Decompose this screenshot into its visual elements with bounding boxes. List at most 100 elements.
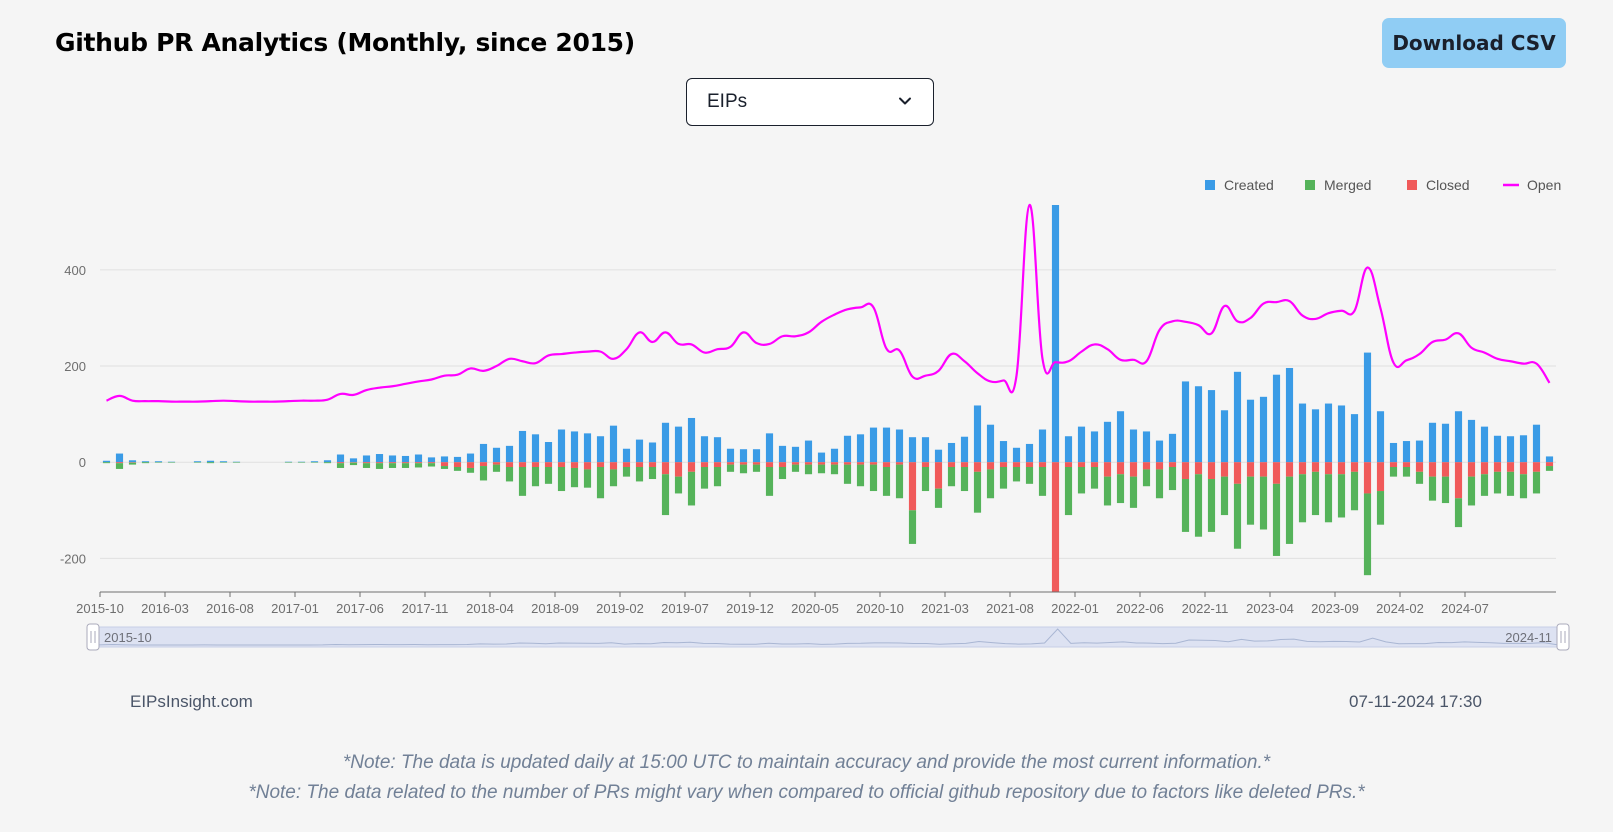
bar-closed: [999, 462, 1008, 468]
y-tick-label: -200: [60, 551, 86, 566]
bar-closed: [869, 462, 878, 465]
bar-merged: [1077, 467, 1086, 494]
bar-created: [635, 439, 644, 463]
bar-created: [1376, 411, 1385, 463]
bar-created: [1467, 419, 1476, 463]
bar-closed: [1077, 462, 1086, 468]
bar-merged: [466, 467, 475, 473]
bar-closed: [1532, 462, 1541, 472]
bar-created: [583, 433, 592, 463]
bar-merged: [102, 462, 111, 464]
bar-merged: [674, 476, 683, 494]
repo-select-value: EIPs: [707, 91, 748, 112]
bar-closed: [1350, 462, 1359, 472]
bar-closed: [1194, 462, 1203, 475]
pr-chart: 400 200 0 -200 2015-10 2016-03 2016-08 2017-01…: [60, 177, 1570, 651]
bar-merged: [570, 467, 579, 488]
bar-closed: [1090, 462, 1099, 468]
bar-closed: [908, 462, 917, 511]
bar-merged: [1090, 467, 1099, 489]
bar-created: [700, 436, 709, 463]
bar-merged: [635, 467, 644, 482]
bar-merged: [1116, 474, 1125, 504]
bar-closed: [1207, 462, 1216, 480]
slider-handle-body: [1556, 623, 1570, 651]
legend-item-created[interactable]: Created: [1205, 177, 1274, 193]
bar-merged: [791, 464, 800, 472]
bar-closed: [960, 462, 969, 468]
bar-closed: [362, 462, 371, 464]
legend-label: Merged: [1324, 177, 1371, 193]
bar-created: [1064, 436, 1073, 463]
bar-merged: [1532, 471, 1541, 494]
legend-label: Closed: [1426, 177, 1470, 193]
bar-closed: [830, 462, 839, 465]
bar-merged: [882, 467, 891, 496]
bar-created: [1506, 436, 1515, 463]
download-csv-button[interactable]: Download CSV: [1382, 18, 1566, 68]
x-tick-label: 2024-02: [1376, 601, 1424, 616]
bar-merged: [609, 469, 618, 487]
bar-merged: [1428, 476, 1437, 501]
legend-item-merged[interactable]: Merged: [1305, 177, 1371, 193]
bar-created: [388, 455, 397, 463]
slider-handle-body: [86, 623, 100, 651]
bar-closed: [791, 462, 800, 465]
bar-merged: [869, 464, 878, 492]
bar-merged: [1350, 471, 1359, 511]
bar-created: [362, 455, 371, 463]
bar-merged: [206, 462, 215, 464]
x-tick-label: 2017-06: [336, 601, 384, 616]
bar-closed: [700, 462, 709, 468]
bar-created: [804, 440, 813, 463]
bar-created: [1415, 440, 1424, 463]
chart-open-line: [106, 203, 1551, 403]
bar-created: [882, 427, 891, 463]
open-line: [106, 203, 1551, 403]
bar-merged: [765, 467, 774, 496]
bar-closed: [1480, 462, 1489, 475]
bar-closed: [1545, 462, 1554, 467]
legend-item-open[interactable]: Open: [1503, 177, 1561, 193]
bar-closed: [583, 462, 592, 470]
bar-merged: [1506, 471, 1515, 496]
bar-created: [414, 454, 423, 463]
bar-closed: [1064, 462, 1073, 468]
bar-created: [544, 442, 553, 463]
bar-created: [557, 429, 566, 463]
bar-merged: [557, 467, 566, 492]
legend-item-closed[interactable]: Closed: [1407, 177, 1470, 193]
bar-created: [102, 460, 111, 463]
bar-merged: [843, 464, 852, 484]
bar-merged: [414, 463, 423, 468]
y-tick-label: 0: [79, 455, 86, 470]
slider-handle-right[interactable]: [1556, 623, 1570, 651]
bar-closed: [1376, 462, 1385, 492]
y-tick-label: 400: [64, 263, 86, 278]
bar-created: [518, 430, 527, 463]
legend-swatch: [1205, 180, 1215, 190]
bar-closed: [648, 462, 657, 468]
bar-closed: [1519, 462, 1528, 475]
repo-select[interactable]: EIPs: [686, 78, 934, 126]
x-tick-label: 2019-02: [596, 601, 644, 616]
bar-closed: [986, 462, 995, 470]
bar-merged: [726, 464, 735, 472]
bar-created: [1155, 440, 1164, 463]
bar-closed: [336, 462, 345, 464]
bar-merged: [362, 463, 371, 468]
bar-merged: [505, 467, 514, 482]
slider-handle-left[interactable]: [86, 623, 100, 651]
bar-closed: [1181, 462, 1190, 480]
bar-created: [596, 436, 605, 463]
chevron-down-icon: [899, 97, 911, 105]
bar-closed: [713, 462, 722, 468]
bar-merged: [1103, 476, 1112, 506]
bar-merged: [1155, 469, 1164, 499]
bar-merged: [115, 463, 124, 469]
bar-closed: [1168, 462, 1177, 468]
x-tick-label: 2021-03: [921, 601, 969, 616]
bar-created: [973, 405, 982, 463]
bar-merged: [1025, 467, 1034, 484]
bar-closed: [375, 462, 384, 464]
